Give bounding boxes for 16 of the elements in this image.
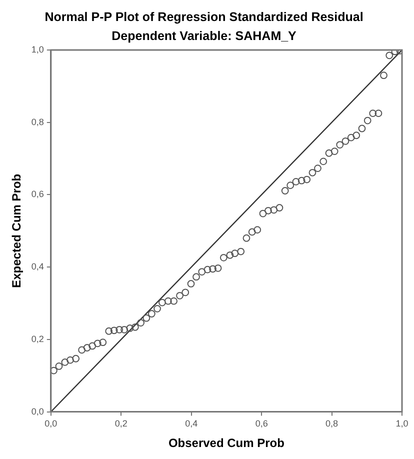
y-tick-label: 0,2 (31, 334, 44, 344)
x-tick-label: 1,0 (396, 418, 408, 429)
x-tick-label: 0,8 (326, 418, 338, 429)
y-tick-label: 0,8 (31, 116, 44, 127)
chart-subtitle: Dependent Variable: SAHAM_Y (112, 28, 298, 43)
x-tick-label: 0,4 (185, 418, 198, 429)
x-tick-label: 0,6 (255, 418, 268, 429)
x-tick-label: 0,2 (114, 418, 128, 429)
chart-title: Normal P-P Plot of Regression Standardized Residual (44, 10, 364, 24)
x-tick-label: 0,0 (44, 418, 58, 429)
y-tick-label: 0,6 (31, 189, 44, 200)
x-axis-title: Observed Cum Prob (168, 436, 284, 450)
y-tick-label: 0,4 (31, 262, 44, 272)
y-tick-label: 1,0 (31, 44, 44, 54)
y-axis-title: Expected Cum Prob (10, 174, 24, 288)
y-tick-label: 0,0 (31, 406, 44, 416)
